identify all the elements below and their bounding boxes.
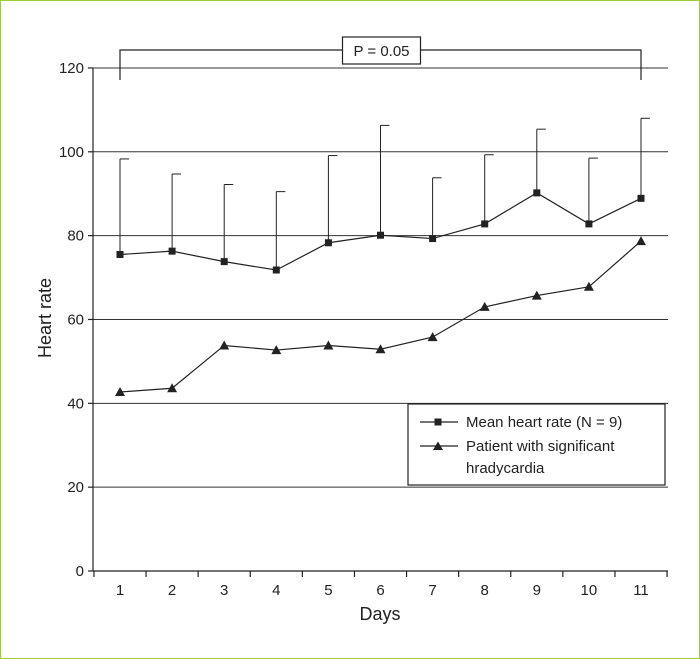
x-tick-label: 4 — [272, 582, 280, 599]
square-marker — [272, 266, 280, 274]
y-tick-label: 80 — [67, 228, 84, 245]
x-tick-label: 7 — [428, 582, 436, 599]
y-tick-label: 40 — [67, 395, 84, 412]
legend-label-patient: Patient with significant — [466, 438, 615, 455]
y-tick-label: 120 — [59, 60, 84, 77]
y-tick-label: 20 — [67, 479, 84, 496]
triangle-marker — [167, 383, 178, 393]
x-tick-label: 9 — [533, 582, 541, 599]
triangle-marker — [427, 332, 438, 342]
square-marker — [220, 258, 228, 266]
y-tick-label: 0 — [76, 563, 84, 580]
triangle-marker — [115, 387, 125, 397]
legend-label-mean: Mean heart rate (N = 9) — [466, 414, 622, 431]
x-tick-group: 1 2 3 4 5 6 7 8 9 10 11 — [93, 571, 668, 599]
square-marker — [533, 189, 541, 197]
legend-label-patient-line2: hradycardia — [466, 460, 545, 477]
significance-annotation: P = 0.05 — [119, 36, 642, 80]
triangle-marker — [271, 345, 282, 355]
square-marker — [481, 220, 489, 228]
series-group — [115, 189, 646, 397]
triangle-marker — [219, 340, 230, 350]
series-line-patient — [119, 240, 642, 393]
x-tick-label: 10 — [581, 582, 598, 599]
x-axis-title: Days — [359, 604, 400, 624]
y-tick-label: 100 — [59, 144, 84, 161]
x-tick-label: 1 — [116, 582, 124, 599]
triangle-marker — [479, 301, 490, 311]
triangle-marker — [636, 236, 646, 246]
square-marker — [377, 231, 384, 239]
square-marker — [168, 247, 176, 255]
legend-square-marker — [434, 418, 442, 426]
square-marker — [637, 194, 645, 202]
x-tick-label: 3 — [220, 582, 228, 599]
triangle-marker — [531, 290, 542, 300]
triangle-marker — [323, 340, 334, 350]
square-marker — [585, 220, 593, 228]
legend-box — [407, 403, 666, 486]
error-bars — [119, 117, 650, 271]
significance-label-box — [341, 36, 422, 65]
triangle-marker — [583, 281, 594, 291]
x-tick-label: 2 — [168, 582, 176, 599]
y-tick-label: 60 — [67, 311, 84, 328]
y-tick-group: 0 20 40 60 80 100 120 — [59, 60, 93, 580]
x-tick-label: 11 — [633, 582, 649, 599]
x-tick-label: 6 — [376, 582, 384, 599]
legend-triangle-marker — [433, 441, 443, 450]
x-tick-label: 5 — [324, 582, 332, 599]
legend: Mean heart rate (N = 9) Patient with sig… — [407, 403, 666, 486]
y-axis-title: Heart rate — [35, 278, 55, 358]
square-marker — [324, 239, 332, 247]
square-marker — [429, 235, 437, 243]
square-marker — [116, 251, 124, 259]
x-tick-label: 8 — [481, 582, 489, 599]
triangle-marker — [375, 344, 386, 354]
significance-label: P = 0.05 — [353, 43, 409, 60]
